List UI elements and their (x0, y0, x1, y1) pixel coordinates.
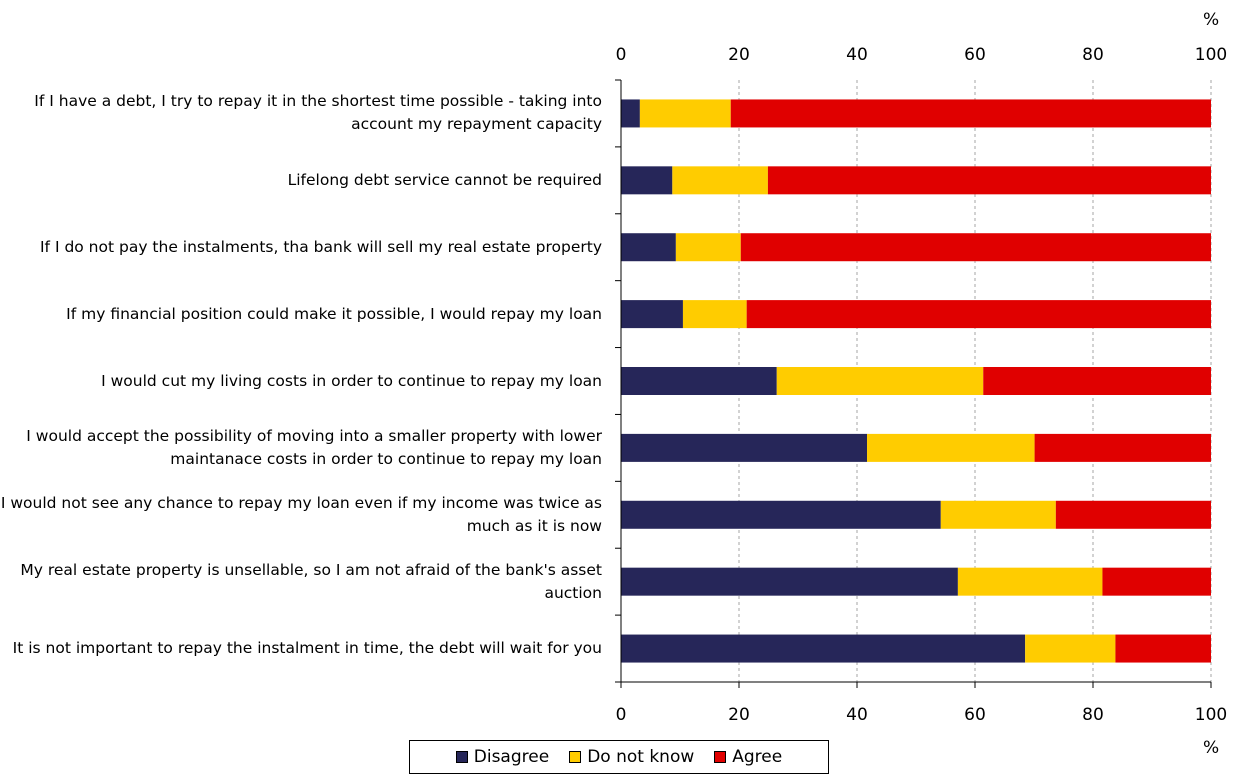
bar-do-not-know (957, 567, 1103, 596)
bar-agree (1055, 500, 1211, 529)
category-label: If I have a debt, I try to repay it in t… (34, 92, 602, 134)
bar-group (621, 166, 1211, 195)
bar-agree (730, 99, 1211, 128)
bar-group (621, 500, 1211, 529)
bar-disagree (621, 567, 958, 596)
bar-group (621, 634, 1211, 663)
bar-agree (1102, 567, 1211, 596)
x-tick-label-bottom: 0 (616, 705, 627, 725)
legend-label: Disagree (473, 747, 550, 767)
bar-do-not-know (672, 166, 768, 195)
bar-group (621, 233, 1211, 262)
bar-disagree (621, 500, 941, 529)
x-tick-label-top: 40 (846, 45, 868, 65)
bar-do-not-know (639, 99, 731, 128)
legend-item: Agree (714, 747, 782, 767)
bar-agree (740, 233, 1211, 262)
x-tick-label-bottom: 80 (1082, 705, 1104, 725)
legend-item: Do not know (569, 747, 694, 767)
x-tick-label-top: 60 (964, 45, 986, 65)
legend-swatch (569, 751, 582, 763)
x-tick-label-bottom: 40 (846, 705, 868, 725)
legend-item: Disagree (455, 747, 550, 767)
bar-group (621, 567, 1211, 596)
legend: Disagree Do not know Agree (409, 740, 829, 774)
x-unit-bottom: % (1203, 738, 1220, 758)
bar-group (621, 300, 1211, 329)
legend-label: Do not know (587, 747, 695, 767)
x-tick-label-top: 80 (1082, 45, 1104, 65)
bar-agree (1115, 634, 1211, 663)
x-tick-label-bottom: 20 (728, 705, 750, 725)
bar-disagree (621, 433, 868, 462)
bar-do-not-know (776, 367, 984, 395)
category-label: I would cut my living costs in order to … (101, 371, 602, 390)
bar-groups (621, 99, 1211, 663)
bar-agree (1034, 433, 1211, 462)
bar-do-not-know (940, 500, 1056, 529)
category-label: Lifelong debt service cannot be required (287, 170, 602, 189)
bar-agree (983, 367, 1211, 395)
category-label: I would not see any chance to repay my l… (0, 493, 602, 535)
bar-group (621, 367, 1211, 395)
bar-agree (746, 300, 1211, 329)
axes (615, 79, 1212, 688)
legend-swatch (714, 751, 727, 763)
category-label: I would accept the possibility of moving… (26, 426, 602, 468)
legend-label: Agree (732, 747, 783, 767)
bottom-tick-labels: 0 20 40 60 80 100 (616, 705, 1228, 725)
category-label: My real estate property is unsellable, s… (20, 560, 602, 602)
x-tick-label-top: 20 (728, 45, 750, 65)
top-tick-labels: 0 20 40 60 80 100 (616, 45, 1228, 65)
bar-disagree (621, 300, 683, 329)
bar-do-not-know (1025, 634, 1116, 663)
x-tick-label-bottom: 100 (1195, 705, 1227, 725)
x-unit-top: % (1203, 10, 1220, 30)
category-label: If I do not pay the instalments, tha ban… (39, 237, 602, 256)
legend-swatch (455, 751, 468, 763)
bar-agree (767, 166, 1211, 195)
bar-disagree (621, 367, 777, 395)
bar-disagree (621, 634, 1026, 663)
bar-disagree (621, 166, 673, 195)
bar-do-not-know (682, 300, 747, 329)
x-tick-label-top: 0 (616, 45, 627, 65)
bar-group (621, 433, 1211, 462)
category-label: It is not important to repay the instalm… (12, 639, 602, 658)
bar-disagree (621, 99, 640, 128)
bar-do-not-know (867, 433, 1035, 462)
bar-do-not-know (675, 233, 741, 262)
x-tick-label-bottom: 60 (964, 705, 986, 725)
bar-group (621, 99, 1211, 128)
bar-disagree (621, 233, 676, 262)
x-tick-label-top: 100 (1195, 45, 1227, 65)
category-label: If my financial position could make it p… (66, 304, 602, 323)
